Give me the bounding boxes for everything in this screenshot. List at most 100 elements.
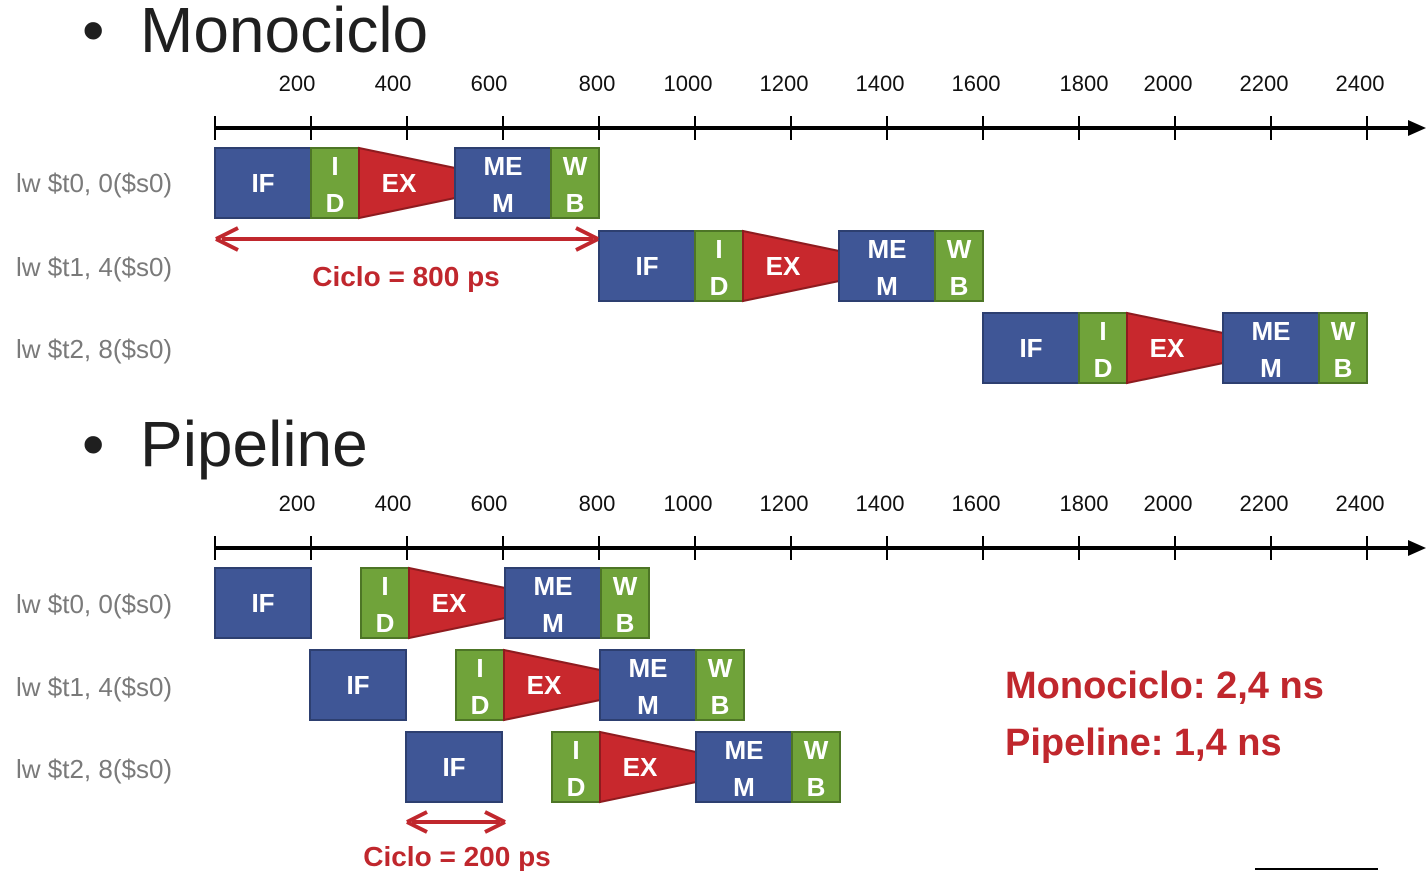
time-axis-pipeline: 200 400 600 800 1000 1200 1400 1600 1800 2000 2200… bbox=[214, 491, 1426, 560]
stage-ex-label: EX bbox=[766, 251, 801, 281]
stage-id-label: I bbox=[1099, 316, 1106, 346]
stage-id-label: D bbox=[567, 772, 586, 802]
cycle-indicator-monociclo: Ciclo = 800 ps bbox=[215, 226, 599, 292]
summary-monociclo: Monociclo: 2,4 ns bbox=[1005, 665, 1324, 707]
instruction-label: lw $t2, 8($s0) bbox=[16, 754, 172, 784]
stage-wb-block bbox=[791, 731, 841, 803]
axis-tick-label: 600 bbox=[471, 491, 508, 516]
stage-mem-label: ME bbox=[534, 571, 573, 601]
stage-if-block bbox=[214, 567, 312, 639]
stage-wb-label: W bbox=[563, 151, 588, 181]
instruction-label: lw $t1, 4($s0) bbox=[16, 672, 172, 702]
instruction-stages: IF ID EX ME M WB bbox=[598, 229, 984, 303]
instruction-stages: IF ID EX ME M WB bbox=[214, 146, 600, 220]
section-title-monociclo: Monociclo bbox=[140, 0, 428, 66]
axis-ticks: 200 400 600 800 1000 1200 1400 1600 1800 2000 2200… bbox=[214, 491, 1385, 560]
cycle-arrow-head-right bbox=[484, 810, 506, 834]
stage-wb-label: B bbox=[950, 271, 969, 301]
stage-wb-label: W bbox=[947, 234, 972, 264]
axis-tick-label: 2000 bbox=[1144, 71, 1193, 96]
stage-if-block bbox=[405, 731, 503, 803]
stage-wb-block bbox=[550, 147, 600, 219]
axis-tick-label: 1000 bbox=[664, 71, 713, 96]
stage-id-block bbox=[360, 567, 410, 639]
stage-mem-label: ME bbox=[629, 653, 668, 683]
instruction-stages: IF ID EX ME M WB bbox=[214, 566, 650, 640]
stage-id-label: D bbox=[326, 188, 345, 218]
axis-tick-label: 2000 bbox=[1144, 491, 1193, 516]
axis-tick-label: 2400 bbox=[1336, 491, 1385, 516]
instruction-labels-monociclo: lw $t0, 0($s0) lw $t1, 4($s0) lw $t2, 8(… bbox=[16, 168, 172, 364]
stage-id-label: I bbox=[476, 653, 483, 683]
stage-if-label: IF bbox=[251, 168, 274, 198]
stage-if-label: IF bbox=[1019, 333, 1042, 363]
cycle-label: Ciclo = 200 ps bbox=[363, 841, 551, 871]
stage-wb-label: B bbox=[1334, 353, 1353, 383]
stage-wb-block bbox=[934, 230, 984, 302]
stage-ex-label: EX bbox=[1150, 333, 1185, 363]
cycle-arrow-head-left bbox=[406, 810, 428, 834]
axis-tick-label: 1200 bbox=[760, 491, 809, 516]
instruction-stages: IF ID EX ME M WB bbox=[309, 648, 745, 722]
instruction-stages: IF ID EX ME M WB bbox=[405, 730, 841, 804]
stage-id-label: D bbox=[710, 271, 729, 301]
cycle-indicator-pipeline: Ciclo = 200 ps bbox=[363, 810, 551, 872]
stage-wb-label: B bbox=[807, 772, 826, 802]
stage-mem-label: ME bbox=[868, 234, 907, 264]
time-axis-monociclo: 200 400 600 800 1000 1200 1400 1600 1800 2000 2200… bbox=[214, 71, 1426, 140]
stage-mem-block bbox=[454, 147, 552, 219]
stage-mem-block bbox=[504, 567, 602, 639]
summary-pipeline: Pipeline: 1,4 ns bbox=[1005, 722, 1282, 764]
stage-wb-block bbox=[695, 649, 745, 721]
bullet-pipeline: • bbox=[82, 408, 104, 480]
stage-id-label: I bbox=[381, 571, 388, 601]
stage-id-label: I bbox=[331, 151, 338, 181]
stage-wb-block bbox=[600, 567, 650, 639]
stage-if-label: IF bbox=[635, 251, 658, 281]
instruction-label: lw $t0, 0($s0) bbox=[16, 589, 172, 619]
axis-tick-label: 200 bbox=[279, 491, 316, 516]
stage-mem-label: ME bbox=[1252, 316, 1291, 346]
stage-wb-label: W bbox=[804, 735, 829, 765]
stage-if-label: IF bbox=[346, 670, 369, 700]
axis-tick-label: 1000 bbox=[664, 491, 713, 516]
stage-if-label: IF bbox=[442, 752, 465, 782]
axis-tick-label: 1600 bbox=[952, 71, 1001, 96]
stage-wb-label: B bbox=[616, 608, 635, 638]
stage-mem-block bbox=[838, 230, 936, 302]
axis-tick-label: 2200 bbox=[1240, 71, 1289, 96]
axis-tick-label: 1200 bbox=[760, 71, 809, 96]
stage-if-block bbox=[309, 649, 407, 721]
stage-id-block bbox=[310, 147, 360, 219]
stage-ex-label: EX bbox=[527, 670, 562, 700]
axis-tick-label: 400 bbox=[375, 491, 412, 516]
instruction-labels-pipeline: lw $t0, 0($s0) lw $t1, 4($s0) lw $t2, 8(… bbox=[16, 589, 172, 784]
stage-if-block bbox=[598, 230, 696, 302]
axis-tick-label: 800 bbox=[579, 71, 616, 96]
axis-tick-label: 2200 bbox=[1240, 491, 1289, 516]
axis-tick-label: 1600 bbox=[952, 491, 1001, 516]
stage-wb-label: B bbox=[566, 188, 585, 218]
stage-id-label: I bbox=[572, 735, 579, 765]
axis-tick-label: 1800 bbox=[1060, 491, 1109, 516]
stage-wb-label: W bbox=[708, 653, 733, 683]
axis-arrowhead bbox=[1408, 540, 1426, 556]
stage-mem-label: ME bbox=[484, 151, 523, 181]
summary: Monociclo: 2,4 ns Pipeline: 1,4 ns bbox=[1005, 665, 1324, 764]
stage-if-label: IF bbox=[251, 588, 274, 618]
stage-id-label: D bbox=[471, 690, 490, 720]
instruction-label: lw $t0, 0($s0) bbox=[16, 168, 172, 198]
instruction-label: lw $t2, 8($s0) bbox=[16, 334, 172, 364]
stage-ex-label: EX bbox=[432, 588, 467, 618]
axis-tick-label: 600 bbox=[471, 71, 508, 96]
cycle-arrow-head-right bbox=[575, 226, 599, 252]
axis-tick-label: 1400 bbox=[856, 491, 905, 516]
axis-tick-label: 1400 bbox=[856, 71, 905, 96]
cycle-label: Ciclo = 800 ps bbox=[312, 261, 500, 292]
axis-arrowhead bbox=[1408, 120, 1426, 136]
axis-tick-label: 800 bbox=[579, 491, 616, 516]
